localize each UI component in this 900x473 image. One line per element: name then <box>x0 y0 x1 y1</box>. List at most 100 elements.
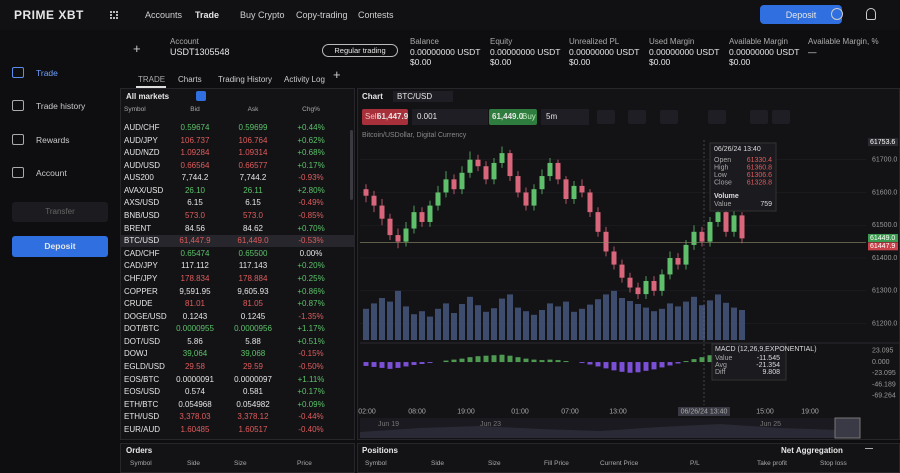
positions-title: Positions <box>362 446 399 455</box>
mode-select[interactable] <box>322 44 398 57</box>
sidebar-item[interactable]: Rewards <box>36 135 70 145</box>
symbol[interactable]: DOT/USD <box>124 336 160 346</box>
macd-bar <box>459 358 465 363</box>
tab[interactable]: Trading History <box>218 75 272 84</box>
size-box[interactable] <box>412 109 488 125</box>
buy-button[interactable] <box>489 109 537 125</box>
toolbar-button[interactable] <box>750 110 768 124</box>
sell-button[interactable] <box>362 109 408 125</box>
sidebar-item[interactable]: Trade <box>36 68 58 78</box>
bid: 3,378.03 <box>179 412 211 422</box>
symbol[interactable]: AUD/NZD <box>124 148 160 158</box>
market-filter[interactable] <box>196 91 206 101</box>
tooltip <box>709 142 777 212</box>
nav-item[interactable]: Trade <box>195 10 220 20</box>
symbol[interactable]: COPPER <box>124 286 158 296</box>
symbol[interactable]: EOS/USD <box>124 387 161 397</box>
tab[interactable]: Charts <box>178 75 202 84</box>
sidebar-icon[interactable] <box>12 100 24 111</box>
symbol[interactable]: AVAX/USD <box>124 185 164 195</box>
help-icon[interactable] <box>831 8 843 20</box>
transfer[interactable]: Transfer <box>45 207 75 216</box>
symbol[interactable]: DOWJ <box>124 349 148 359</box>
buy-price[interactable]: 61,449.0 <box>492 112 524 121</box>
symbol[interactable]: BNB/USD <box>124 211 160 221</box>
nav-deposit-button[interactable] <box>760 5 842 24</box>
macd-tick-label: 23.095 <box>872 348 894 355</box>
price-tag-label: 61447.9 <box>870 243 895 250</box>
candle-body <box>619 264 625 278</box>
candle-body <box>691 231 697 245</box>
macd-bar <box>363 362 369 366</box>
nav-item[interactable]: Contests <box>358 10 394 20</box>
sidebar-item[interactable]: Account <box>36 168 67 178</box>
symbol[interactable]: CAD/JPY <box>124 261 158 271</box>
nav-item[interactable]: Buy Crypto <box>240 10 285 20</box>
symbol[interactable]: EUR/AUD <box>124 424 161 434</box>
sidebar-item[interactable]: Trade history <box>36 101 86 111</box>
chart-symbol[interactable]: BTC/USD <box>397 92 433 101</box>
candle-body <box>499 153 505 163</box>
toolbar-button[interactable] <box>660 110 678 124</box>
toolbar-button[interactable] <box>772 110 790 124</box>
user-icon[interactable] <box>866 8 876 20</box>
sidebar-icon[interactable] <box>12 67 24 78</box>
symbol[interactable]: AUD/JPY <box>124 135 158 145</box>
symbol[interactable]: CHF/JPY <box>124 273 158 283</box>
positions-column: Take profit <box>757 460 787 467</box>
nav-item[interactable]: Copy-trading <box>296 10 348 20</box>
market-panel <box>120 88 355 440</box>
macd-tick-label: -46.189 <box>872 381 896 388</box>
symbol[interactable]: DOGE/USD <box>124 311 167 321</box>
macd-bar <box>627 362 633 373</box>
symbol[interactable]: CAD/CHF <box>124 248 160 258</box>
interval[interactable]: 5m <box>546 112 558 121</box>
interval-box[interactable] <box>541 109 589 125</box>
symbol[interactable]: EGLD/USD <box>124 362 165 372</box>
symbol[interactable]: ETH/BTC <box>124 399 159 409</box>
symbol[interactable]: AXS/USD <box>124 198 160 208</box>
symbol[interactable]: AUD/CHF <box>124 123 160 132</box>
sidebar-deposit[interactable]: Deposit <box>44 241 76 251</box>
change: +0.25% <box>297 273 325 283</box>
sell[interactable]: Sell <box>365 112 379 121</box>
tab[interactable]: TRADE <box>138 75 166 84</box>
change: +0.70% <box>297 223 325 233</box>
apps-icon[interactable] <box>110 11 118 19</box>
symbol[interactable]: AUD/USD <box>124 160 161 170</box>
macd-bar <box>419 362 425 364</box>
sidebar-icon[interactable] <box>12 167 24 178</box>
aggregation[interactable]: Net Aggregation <box>781 446 843 455</box>
sell-price[interactable]: 61,447.9 <box>377 112 409 121</box>
symbol[interactable]: CRUDE <box>124 299 153 309</box>
symbol[interactable]: BTC/USD <box>124 236 160 246</box>
ask: 0.59699 <box>238 123 268 132</box>
tab[interactable]: Activity Log <box>284 75 325 84</box>
symbol[interactable]: DOT/BTC <box>124 324 160 334</box>
mode[interactable]: Regular trading <box>334 46 386 55</box>
symbol[interactable]: BRENT <box>124 223 152 233</box>
volume-bar <box>699 305 705 340</box>
transfer-button[interactable] <box>12 202 108 222</box>
sidebar-icon[interactable] <box>12 134 24 145</box>
symbol[interactable]: ETH/USD <box>124 412 160 422</box>
sidebar-deposit-button[interactable] <box>12 236 108 257</box>
nav-item[interactable]: Accounts <box>145 10 183 20</box>
buy[interactable]: Buy <box>522 112 536 121</box>
orders-column: Side <box>187 460 201 467</box>
symbol[interactable]: AUS200 <box>124 173 154 183</box>
aggregation-caret[interactable] <box>865 448 873 454</box>
orders-column: Symbol <box>130 460 152 467</box>
market-title[interactable]: All markets <box>126 92 170 101</box>
size[interactable]: 0.001 <box>417 112 438 121</box>
macd-bar <box>451 359 457 363</box>
volume-bar <box>707 300 713 340</box>
bid: 26.10 <box>184 185 206 195</box>
toolbar-button[interactable] <box>628 110 646 124</box>
nav-deposit[interactable]: Deposit <box>785 10 817 20</box>
symbol[interactable]: EOS/BTC <box>124 374 160 384</box>
toolbar-button[interactable] <box>597 110 615 124</box>
bid: 29.58 <box>184 362 206 372</box>
change: +0.62% <box>297 135 325 145</box>
toolbar-button[interactable] <box>708 110 726 124</box>
